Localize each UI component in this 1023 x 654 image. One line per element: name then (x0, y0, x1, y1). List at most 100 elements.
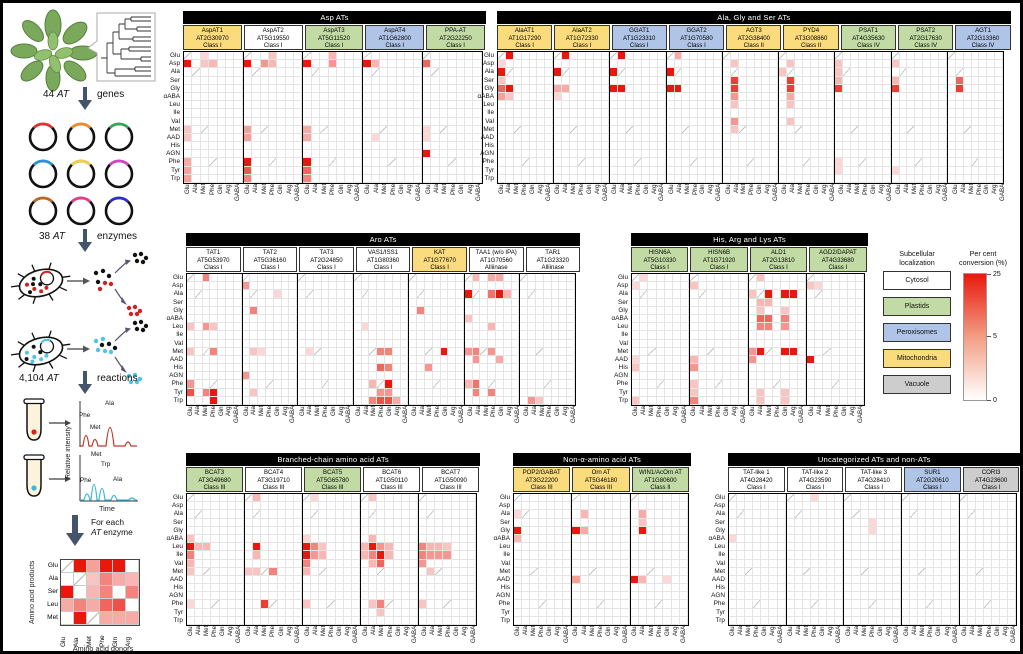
heatmap-cell (472, 355, 481, 365)
heatmap-cell (671, 592, 680, 601)
enzyme-agi: AT5G19550 (256, 34, 290, 42)
heatmap-cell (377, 567, 386, 576)
heatmap-cell (559, 282, 568, 291)
heatmap-cell (746, 142, 755, 151)
heatmap-cell (227, 510, 236, 519)
heatmap-cell (679, 543, 688, 552)
enzyme-agi: AT5G10330 (643, 256, 676, 264)
heatmap-cell (794, 150, 803, 159)
heatmap-cell (242, 396, 251, 405)
heatmap-cell (303, 133, 312, 143)
row-label: αABA (477, 92, 494, 100)
heatmap-cell (915, 84, 924, 93)
heatmap-cell (934, 575, 943, 585)
heatmap-cell (580, 600, 589, 609)
enzyme-class: Class I (324, 42, 344, 50)
heatmap-cell (765, 339, 774, 348)
heatmap-cell (536, 314, 544, 324)
enzyme-header: TAT-like 3 AT4G28410 Class I (845, 467, 903, 492)
heatmap-cell (281, 347, 290, 356)
heatmap-cell (361, 306, 370, 315)
heatmap-cell (187, 372, 195, 381)
heatmap-cell (363, 84, 372, 93)
heatmap-cell (503, 323, 512, 332)
heatmap-cell (748, 339, 757, 348)
heatmap-cell (451, 592, 460, 601)
heatmap-cell (789, 396, 798, 405)
heatmap-cell (551, 306, 560, 315)
enzyme-header: AspAT1 AT2G30970 Class I (183, 25, 242, 50)
heatmap-cell (664, 282, 673, 291)
heatmap-cell (789, 347, 798, 356)
heatmap-cell (698, 52, 707, 61)
heatmap-cell (195, 559, 204, 568)
heatmap-cell (729, 551, 738, 560)
heatmap-cell (959, 567, 968, 576)
heatmap-cell (915, 117, 924, 126)
heatmap-cell (269, 616, 278, 625)
heatmap-cell (302, 600, 312, 609)
heatmap-cell (664, 396, 673, 405)
heatmap-cell (377, 380, 385, 389)
heatmap-cell (353, 331, 362, 340)
heatmap-cell (827, 551, 836, 560)
heatmap-cell (225, 347, 234, 356)
heatmap-cell (995, 150, 1004, 159)
heatmap-cell (545, 125, 554, 134)
heatmap-cell (401, 494, 410, 503)
heatmap-cell (543, 298, 552, 307)
heatmap-cell (950, 584, 959, 593)
row-label: Leu (617, 323, 628, 331)
heatmap-cell (737, 616, 746, 625)
heatmap-cell (797, 372, 806, 381)
heatmap-cell (762, 150, 771, 159)
group-title: Aro ATs (186, 233, 581, 246)
heatmap-cell (401, 575, 410, 585)
heatmap-cell (955, 101, 964, 110)
heatmap-cell (529, 76, 538, 85)
heatmap-cell (950, 494, 959, 503)
heatmap-cell (714, 323, 724, 332)
heatmap-cell (203, 518, 212, 527)
heatmap-cell (942, 608, 951, 617)
heatmap-cell (731, 388, 740, 397)
heatmap-cell (866, 109, 875, 118)
heatmap-cell (839, 355, 848, 365)
heatmap-cell (789, 274, 798, 283)
heatmap-cell (588, 502, 597, 511)
heatmap-cell (856, 380, 865, 389)
heatmap-cell (546, 502, 555, 511)
heatmap-cell (967, 567, 976, 576)
heatmap-cell (851, 158, 860, 167)
heatmap-cell (520, 314, 529, 324)
heatmap-cell (971, 84, 980, 93)
heatmap-cell (649, 84, 658, 93)
heatmap-cell (265, 339, 274, 348)
heatmap-cell (273, 290, 282, 299)
heatmap-cell (285, 534, 294, 544)
heatmap-cell (400, 314, 409, 324)
enzyme-col-labels: Glu Ala Met Phe Gln Arg GABA (187, 406, 244, 430)
heatmap-cell (666, 150, 675, 159)
heatmap-cell (377, 543, 386, 552)
heatmap-cell (769, 510, 778, 519)
enzyme-header: AGT1 AT2G13360 Class IV (955, 25, 1011, 50)
heatmap-cell (963, 117, 972, 126)
heatmap-cell (674, 109, 683, 118)
row-label: AGN (496, 592, 510, 600)
heatmap-cell (328, 142, 338, 151)
heatmap-cell (363, 109, 372, 118)
heatmap-cell (835, 52, 844, 61)
heatmap-cell (184, 109, 193, 118)
heatmap-cell (931, 76, 939, 85)
heatmap-cell (363, 52, 372, 61)
heatmap-cell (451, 567, 460, 576)
heatmap-cell (435, 616, 444, 625)
heatmap-cell (448, 68, 457, 77)
heatmap-cell (827, 502, 836, 511)
heatmap-cell (543, 306, 552, 315)
heatmap-cell (835, 518, 844, 527)
heatmap-cell (826, 92, 835, 102)
heatmap-cell (536, 298, 544, 307)
heatmap-cell (520, 290, 529, 299)
